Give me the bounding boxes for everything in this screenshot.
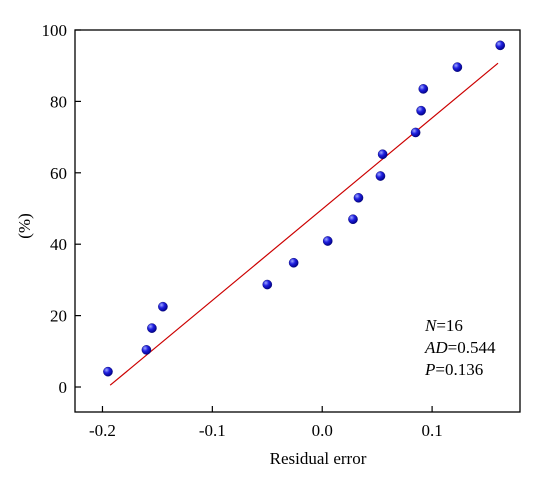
data-point bbox=[322, 236, 333, 246]
data-point bbox=[288, 257, 299, 268]
data-points bbox=[103, 40, 506, 377]
fit-line bbox=[109, 62, 499, 386]
stat-p: P=0.136 bbox=[424, 360, 483, 379]
data-point bbox=[410, 127, 421, 138]
y-axis-title: (%) bbox=[15, 213, 34, 238]
data-point bbox=[416, 105, 426, 116]
x-tick-label: 0.1 bbox=[421, 421, 442, 440]
y-tick-label: 0 bbox=[59, 378, 68, 397]
y-axis-ticks: 0 20 40 60 80 100 bbox=[42, 21, 81, 397]
data-point bbox=[262, 279, 273, 290]
y-tick-label: 80 bbox=[50, 92, 67, 111]
plot-frame bbox=[74, 29, 521, 413]
x-axis-ticks: -0.2 -0.1 0.0 0.1 bbox=[89, 406, 443, 440]
y-tick-label: 60 bbox=[50, 164, 67, 183]
x-tick-label: -0.1 bbox=[199, 421, 226, 440]
data-point bbox=[158, 301, 168, 312]
y-tick-label: 20 bbox=[50, 307, 67, 326]
data-point bbox=[147, 323, 157, 333]
data-point bbox=[375, 171, 386, 181]
data-point bbox=[377, 149, 388, 160]
data-point bbox=[452, 62, 463, 72]
y-tick-label: 40 bbox=[50, 235, 67, 254]
data-point bbox=[348, 214, 358, 225]
x-tick-label: -0.2 bbox=[89, 421, 116, 440]
data-point bbox=[495, 40, 506, 51]
stat-n: N=16 bbox=[424, 316, 463, 335]
data-point bbox=[418, 84, 429, 94]
x-tick-label: 0.0 bbox=[312, 421, 333, 440]
y-tick-label: 100 bbox=[42, 21, 68, 40]
data-point bbox=[353, 192, 364, 203]
x-axis-title: Residual error bbox=[270, 449, 367, 468]
data-point bbox=[103, 366, 113, 377]
statistics-annotation: N=16 AD=0.544 P=0.136 bbox=[424, 316, 496, 379]
stat-ad: AD=0.544 bbox=[424, 338, 496, 357]
data-point bbox=[141, 345, 152, 355]
